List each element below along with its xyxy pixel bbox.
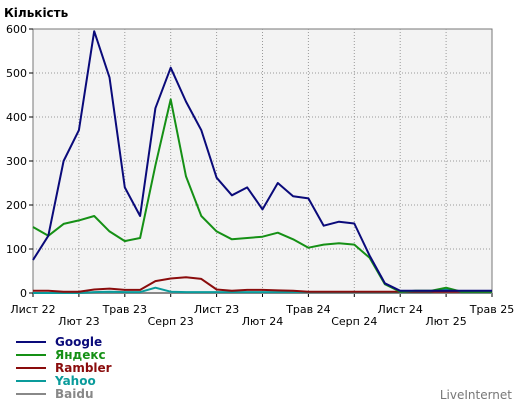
liveinternet-credit: LiveInternet bbox=[440, 388, 512, 402]
y-tick-label: 0 bbox=[20, 287, 27, 300]
x-tick-label: Серп 23 bbox=[148, 315, 194, 328]
grid-lines bbox=[33, 29, 492, 293]
x-tick-label: Лют 24 bbox=[242, 315, 283, 328]
y-axis-title: Кількість bbox=[4, 6, 69, 20]
x-tick-label: Лист 23 bbox=[194, 303, 239, 316]
x-tick-label: Серп 24 bbox=[331, 315, 377, 328]
y-axis-ticks: 0 100 200 300 400 500 600 bbox=[6, 23, 33, 300]
y-tick-label: 100 bbox=[6, 243, 27, 256]
legend-label: Yahoo bbox=[54, 374, 96, 388]
x-tick-label: Лют 23 bbox=[58, 315, 99, 328]
legend-label: Яндекс bbox=[55, 348, 106, 362]
series-lines bbox=[32, 30, 492, 294]
x-tick-label: Трав 25 bbox=[469, 303, 514, 316]
y-tick-label: 400 bbox=[6, 111, 27, 124]
y-tick-label: 200 bbox=[6, 199, 27, 212]
x-tick-label: Лют 25 bbox=[425, 315, 466, 328]
x-tick-label: Лист 22 bbox=[10, 303, 55, 316]
legend-label: Google bbox=[55, 335, 102, 349]
y-tick-label: 500 bbox=[6, 67, 27, 80]
x-tick-label: Лист 24 bbox=[378, 303, 423, 316]
y-tick-label: 300 bbox=[6, 155, 27, 168]
legend-label: Baidu bbox=[55, 387, 94, 401]
legend-label: Rambler bbox=[55, 361, 112, 375]
x-tick-label: Трав 24 bbox=[285, 303, 330, 316]
series-line-google bbox=[32, 30, 492, 292]
x-tick-label: Трав 23 bbox=[102, 303, 147, 316]
y-tick-label: 600 bbox=[6, 23, 27, 36]
